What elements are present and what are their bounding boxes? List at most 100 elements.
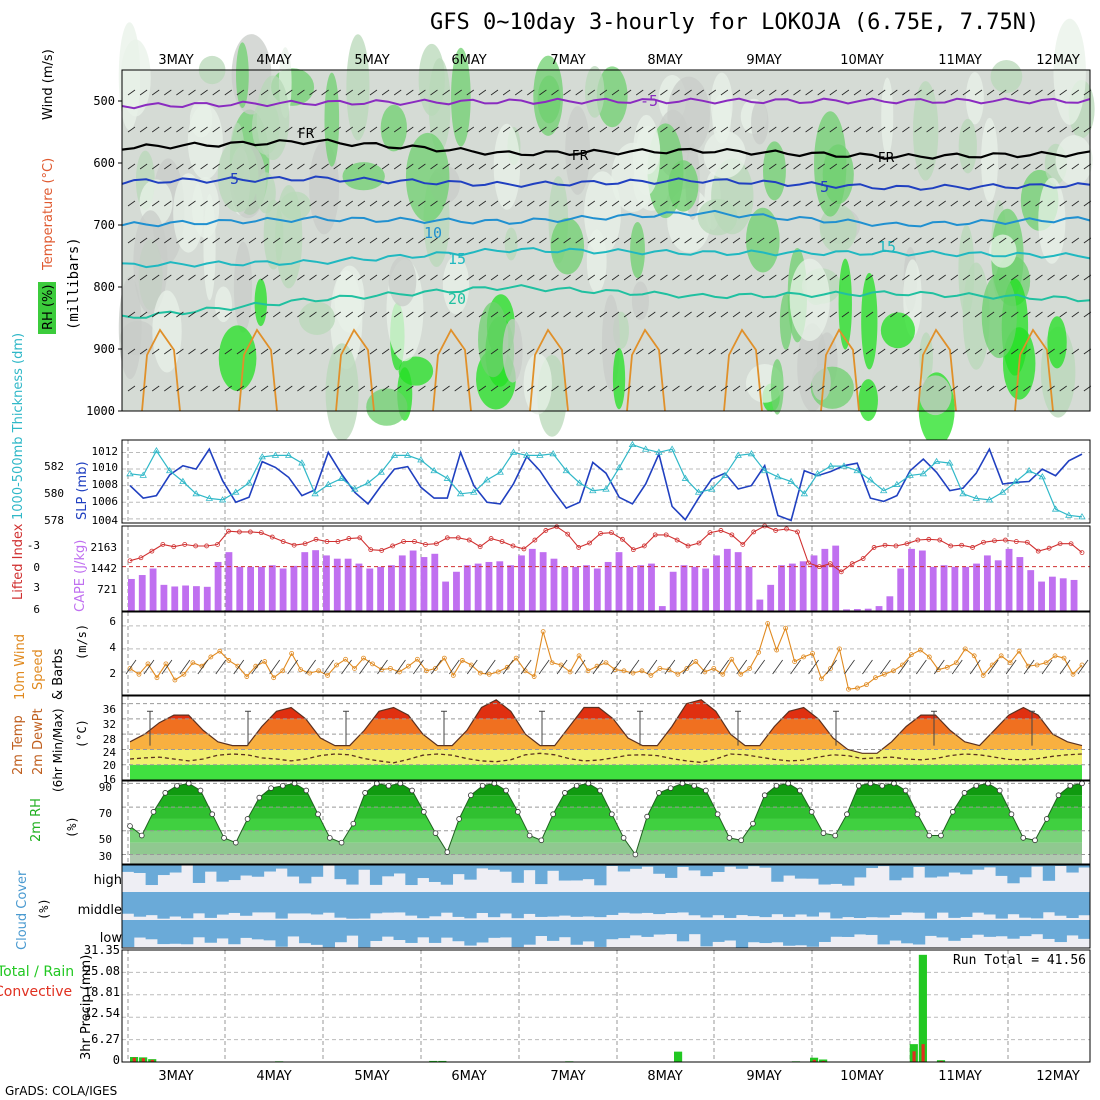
lifted-index-marker (1003, 537, 1008, 543)
wind-speed-marker (244, 674, 250, 679)
rh-marker (409, 787, 415, 794)
wind-barb (744, 89, 753, 96)
wind-speed-marker (397, 669, 402, 675)
wind-barb (611, 274, 620, 281)
cape-bar (897, 568, 905, 611)
wind-barb (1035, 348, 1043, 355)
wind-barb (635, 348, 644, 355)
rh-marker (985, 780, 991, 787)
wind-speed-marker (846, 686, 851, 692)
wind-barb (829, 89, 838, 96)
wind-barb (575, 311, 583, 318)
rh-marker (609, 811, 615, 817)
wind-barb (454, 311, 462, 318)
rh-marker (526, 832, 533, 839)
wind-barb (514, 163, 523, 170)
wind-barb (1011, 385, 1019, 392)
wind-barb (660, 274, 668, 281)
wind-barb (890, 237, 898, 244)
cloud-cover-bar (487, 920, 501, 938)
wind-barb (369, 348, 378, 355)
cape-bar (767, 584, 775, 611)
wind-barb (272, 89, 281, 96)
wind-barb (635, 163, 644, 170)
lifted-index-tick-label: 6 (33, 603, 40, 616)
lifted-index-marker (269, 534, 275, 540)
cloud-cover-bar (440, 920, 454, 938)
cloud-cover-bar (122, 865, 135, 872)
wind-speed-marker (666, 667, 672, 673)
cloud-cover-bar (700, 892, 713, 918)
wind-barb (865, 126, 874, 133)
rh-marker (150, 809, 157, 815)
wind-barb (139, 89, 148, 96)
wind-barb (527, 163, 535, 170)
cloud-cover-bar (369, 920, 383, 941)
cape-bar (258, 566, 265, 611)
thickness-marker (681, 474, 690, 481)
wind-barb (551, 89, 559, 96)
wind-barb (418, 311, 426, 318)
wind-barb (454, 274, 462, 281)
wind-barb (998, 163, 1007, 170)
wind-barb (926, 311, 934, 318)
cape-bar (853, 609, 861, 611)
wind-barb (393, 274, 402, 281)
cape-bar (214, 561, 222, 611)
cloud-cover-bar (133, 920, 147, 938)
wind-barb (575, 348, 583, 355)
rh-shading-blob (325, 343, 359, 442)
wind-speed-marker (513, 655, 519, 661)
wind-barb (176, 237, 184, 244)
wind-barb (285, 163, 293, 170)
wind-barb (660, 89, 668, 96)
rh-marker (585, 780, 592, 787)
rh-marker (291, 780, 298, 787)
wind-barb (684, 89, 692, 96)
wind-barb (672, 126, 680, 133)
rh-marker (620, 835, 627, 841)
cloud-cover-bar (192, 865, 206, 883)
thickness-marker (906, 471, 914, 478)
wind-barb (599, 348, 608, 355)
thickness-marker (562, 466, 571, 474)
wind-barb (914, 385, 922, 392)
wind-barb (377, 659, 388, 675)
lifted-index-marker (521, 546, 527, 552)
rh-marker (1020, 835, 1027, 841)
wind-barb (309, 385, 317, 392)
wind-barb (708, 126, 717, 133)
wind-barb (974, 200, 983, 207)
cloud-cover-bar (369, 892, 383, 914)
cape-bar (908, 548, 915, 611)
rh-marker (750, 820, 756, 827)
wind-barb (781, 274, 789, 281)
thickness-marker (985, 496, 994, 503)
cloud-cover-bar (1078, 892, 1091, 916)
wind-barb (418, 274, 426, 281)
rh-marker (1055, 792, 1062, 799)
precip-axis-label: 3hr Precip (mm) (79, 955, 94, 1060)
isotherm-line (121, 175, 1091, 191)
thickness-marker (1065, 511, 1073, 518)
wind-speed-marker (450, 673, 456, 678)
wind-barb (1035, 200, 1043, 207)
cloud-cover-bar (759, 892, 772, 918)
wind-barb (188, 126, 196, 133)
wind-speed-marker (621, 668, 627, 674)
wind-barb (321, 311, 329, 318)
cloud-cover-bar (251, 892, 265, 913)
cloud-cover-bar (983, 892, 997, 915)
lifted-index-marker (751, 529, 757, 535)
chart-title: GFS 0~10day 3-hourly for LOKOJA (6.75E, … (430, 10, 1040, 35)
wind-barb (986, 163, 995, 170)
wind-barb (1059, 237, 1067, 244)
wind-barb (898, 659, 909, 675)
cloud-cover-bar (381, 920, 395, 937)
wind-barb (1071, 89, 1080, 96)
wind-barb (345, 348, 354, 355)
cloud-cover-bar (1007, 920, 1020, 939)
wind-barb (236, 89, 245, 96)
slp-line (129, 447, 1083, 522)
lifted-index-marker (182, 542, 188, 547)
